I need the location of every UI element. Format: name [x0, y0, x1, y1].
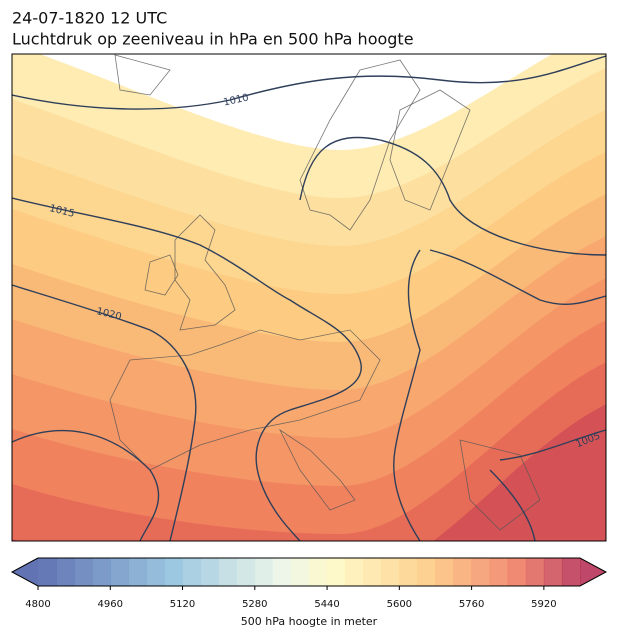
title: 24-07-1820 12 UTC	[12, 9, 167, 28]
colorbar-segment	[363, 558, 382, 586]
colorbar-segment	[56, 558, 75, 586]
colorbar-segment	[345, 558, 364, 586]
colorbar-segment	[128, 558, 147, 586]
colorbar-segment	[471, 558, 491, 586]
colorbar-segment	[507, 558, 527, 586]
isobars	[12, 55, 606, 541]
colorbar-segment	[561, 558, 581, 586]
colorbar-segment	[146, 558, 165, 586]
colorbar-tick-label: 5920	[531, 599, 556, 610]
colorbar-segment	[254, 558, 274, 586]
colorbar-segment	[92, 558, 111, 586]
colorbar-tick-label: 5760	[459, 599, 484, 610]
height-band	[12, 362, 606, 541]
colorbar: 4800 4960 5120 5280 5440 5600 5760 5920	[10, 557, 608, 610]
colorbar-segment	[435, 558, 455, 586]
colorbar-segment	[417, 558, 436, 586]
colorbar-segment	[164, 558, 184, 586]
colorbar-extend-high	[580, 558, 606, 586]
colorbar-tick-label: 5440	[314, 599, 339, 610]
colorbar-tick-label: 4960	[98, 599, 123, 610]
colorbar-segment	[453, 558, 473, 586]
colorbar-segment	[218, 558, 238, 586]
colorbar-segment	[543, 558, 563, 586]
colorbar-tick-label: 5280	[242, 599, 267, 610]
coastlines	[109, 54, 541, 531]
colorbar-segment	[327, 558, 346, 586]
colorbar-tick-label: 4800	[25, 599, 50, 610]
colorbar-segment	[525, 558, 545, 586]
colorbar-tick-label: 5120	[170, 599, 195, 610]
colorbar-segment	[290, 558, 310, 586]
colorbar-segment	[182, 558, 202, 586]
colorbar-segment	[399, 558, 418, 586]
colorbar-segment	[489, 558, 509, 586]
colorbar-segment	[74, 558, 93, 586]
colorbar-segment	[236, 558, 256, 586]
colorbar-segment	[381, 558, 400, 586]
map-frame	[11, 53, 607, 542]
colorbar-extend-low	[12, 558, 38, 586]
colorbar-tick-label: 5600	[387, 599, 412, 610]
map	[12, 54, 606, 541]
subtitle: Luchtdruk op zeeniveau in hPa en 500 hPa…	[12, 30, 414, 49]
colorbar-segment	[309, 558, 328, 586]
colorbar-segment	[272, 558, 292, 586]
height-band	[12, 404, 606, 541]
colorbar-segment	[110, 558, 129, 586]
colorbar-segment	[200, 558, 220, 586]
colorbar-segment	[38, 558, 57, 586]
colorbar-outline	[10, 557, 608, 587]
isobar-label: 1010	[223, 92, 250, 108]
colorbar-label: 500 hPa hoogte in meter	[241, 615, 378, 628]
